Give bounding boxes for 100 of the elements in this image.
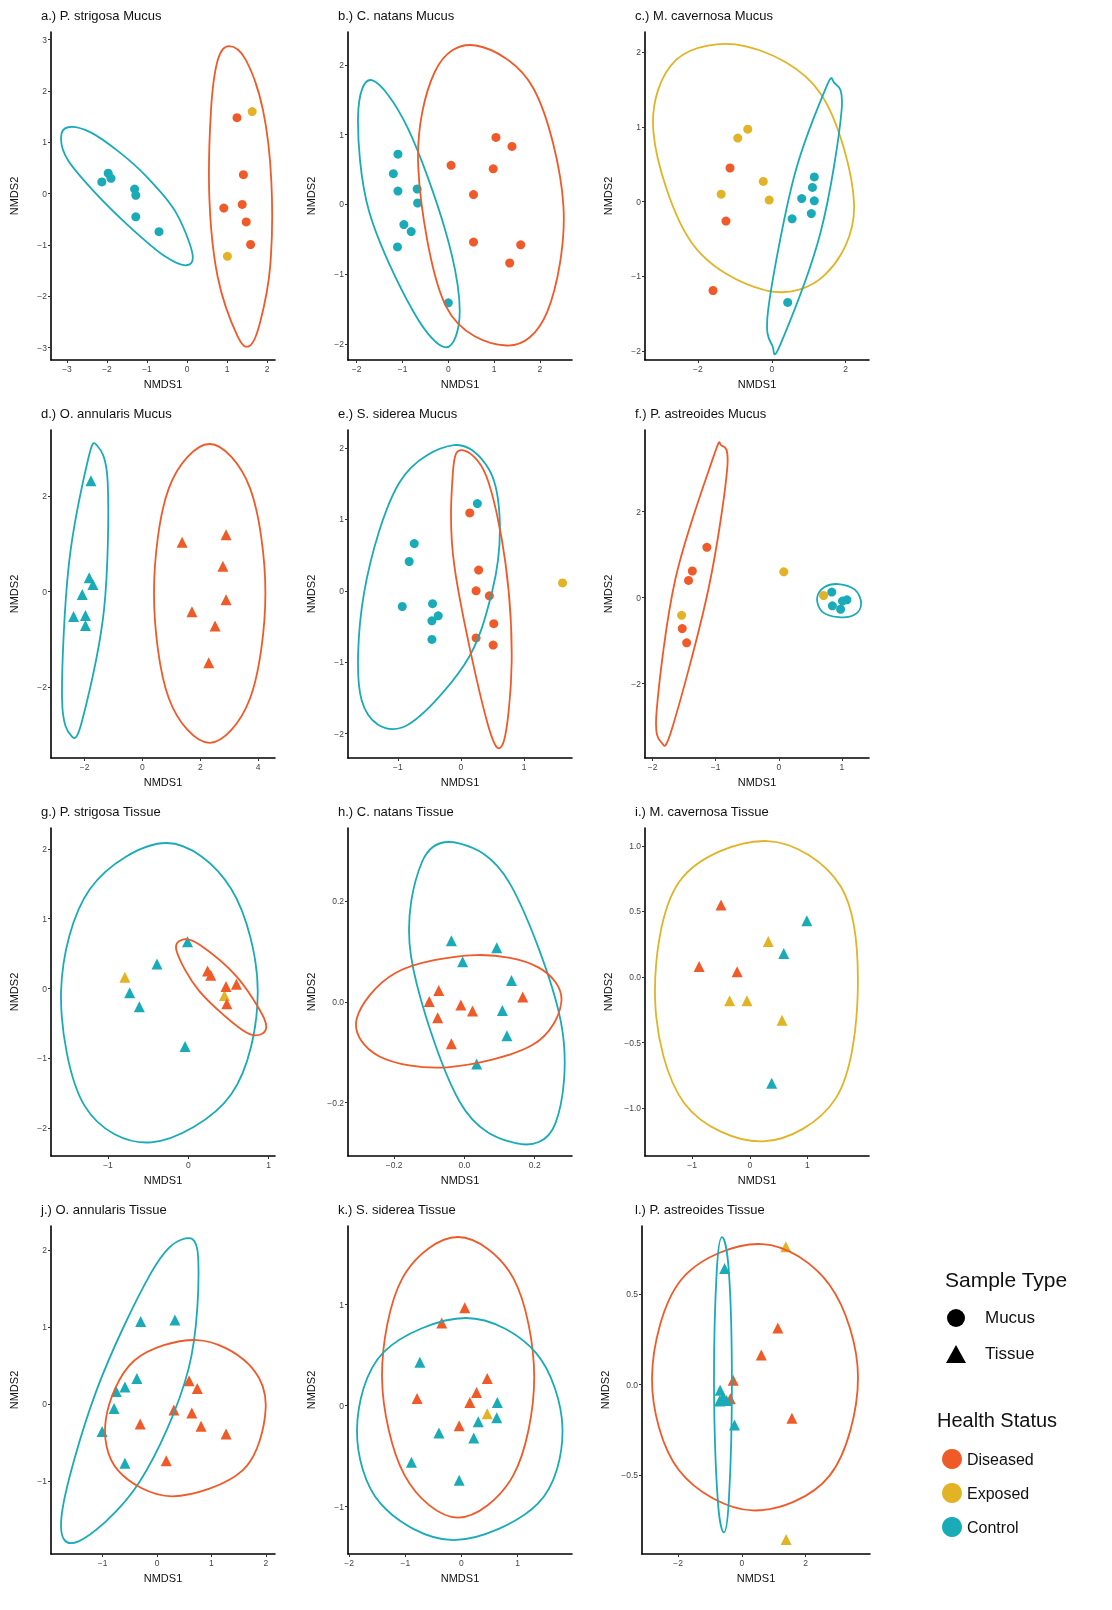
point xyxy=(151,958,163,970)
y-tick-label: 1 xyxy=(42,913,48,924)
chart-title: a.) P. strigosa Mucus xyxy=(41,8,162,23)
point xyxy=(133,1001,145,1013)
chart-title: f.) P. astreoides Mucus xyxy=(635,406,767,421)
point xyxy=(491,132,501,142)
point xyxy=(779,567,789,577)
x-tick-label: −2 xyxy=(351,363,362,374)
y-tick-label: 1 xyxy=(339,514,345,525)
point xyxy=(220,980,232,992)
point xyxy=(246,240,256,249)
x-axis-title: NMDS1 xyxy=(440,1571,480,1584)
y-tick-label: −3 xyxy=(37,342,48,353)
point xyxy=(708,286,718,296)
point xyxy=(806,209,816,219)
x-tick-label: −3 xyxy=(62,363,73,374)
point xyxy=(433,1427,445,1439)
y-tick-label: −1 xyxy=(37,1053,48,1064)
point xyxy=(414,1356,426,1368)
point xyxy=(181,936,193,948)
x-tick-label: 2 xyxy=(197,761,203,772)
point xyxy=(677,624,687,634)
point xyxy=(131,1372,143,1384)
point xyxy=(786,1412,798,1424)
x-tick-label: 0 xyxy=(459,1557,465,1568)
y-tick-label: 1 xyxy=(339,129,345,140)
point xyxy=(464,1397,476,1409)
point xyxy=(496,1005,508,1017)
point xyxy=(427,634,437,644)
point xyxy=(807,182,817,192)
point xyxy=(445,1038,457,1050)
point xyxy=(809,172,819,182)
point xyxy=(399,220,409,230)
y-tick-label: 2 xyxy=(339,59,345,70)
x-axis-title: NMDS1 xyxy=(736,1571,776,1584)
point xyxy=(716,189,726,199)
chart-title: l.) P. astreoides Tissue xyxy=(635,1202,765,1217)
y-axis-title: NMDS2 xyxy=(601,972,614,1012)
point xyxy=(505,258,515,268)
point xyxy=(743,124,753,134)
point xyxy=(169,1314,181,1326)
point xyxy=(411,1393,423,1405)
y-tick-label: −2 xyxy=(37,1123,48,1134)
y-tick-label: 0 xyxy=(636,196,642,207)
x-tick-label: 0 xyxy=(185,1159,191,1170)
x-tick-label: −1 xyxy=(103,1159,114,1170)
y-tick-label: 3 xyxy=(42,34,48,45)
point xyxy=(85,475,97,487)
y-axis-title: NMDS2 xyxy=(598,1370,611,1410)
x-axis-title: NMDS1 xyxy=(737,377,777,390)
y-tick-label: −0.2 xyxy=(327,1097,345,1108)
x-tick-label: −1 xyxy=(97,1557,108,1568)
y-tick-label: −0.5 xyxy=(621,1469,639,1480)
y-tick-label: 0.0 xyxy=(332,997,345,1008)
y-tick-label: 1 xyxy=(42,1321,48,1332)
point xyxy=(682,638,692,648)
point xyxy=(409,539,419,549)
point xyxy=(780,1533,792,1545)
point xyxy=(719,1263,731,1275)
point xyxy=(558,578,568,588)
x-tick-label: −1 xyxy=(142,363,153,374)
point xyxy=(230,978,242,990)
x-tick-label: 0 xyxy=(445,363,451,374)
point xyxy=(481,1408,493,1420)
point xyxy=(471,586,481,596)
y-tick-label: 0 xyxy=(636,592,642,603)
y-tick-label: 1 xyxy=(636,121,642,132)
y-tick-label: −2 xyxy=(631,346,642,357)
point xyxy=(445,935,457,947)
x-tick-label: 2 xyxy=(843,363,849,374)
point xyxy=(135,1315,147,1327)
x-axis-title: NMDS1 xyxy=(737,1173,777,1186)
chart-title: g.) P. strigosa Tissue xyxy=(41,804,161,819)
point xyxy=(776,1014,788,1026)
y-tick-label: 0 xyxy=(339,585,345,596)
y-tick-label: 2 xyxy=(42,1244,48,1255)
point xyxy=(446,160,456,170)
point xyxy=(783,297,793,307)
text: Sample Type xyxy=(945,1268,1069,1292)
x-tick-label: 2 xyxy=(537,363,543,374)
x-tick-label: 0.2 xyxy=(528,1159,541,1170)
point xyxy=(491,942,503,954)
legend-label: Exposed xyxy=(967,1484,1030,1502)
y-axis-title: NMDS2 xyxy=(7,176,20,216)
point xyxy=(76,588,88,600)
y-tick-label: −2 xyxy=(334,338,345,349)
point xyxy=(507,141,517,151)
x-tick-label: 1 xyxy=(266,1159,272,1170)
x-tick-label: −1 xyxy=(400,1557,411,1568)
x-tick-label: −1 xyxy=(397,363,408,374)
point xyxy=(205,969,217,981)
y-tick-label: 0 xyxy=(42,586,48,597)
y-axis-title: NMDS2 xyxy=(7,972,20,1012)
point xyxy=(220,529,232,541)
point xyxy=(238,170,248,180)
point xyxy=(97,177,107,187)
y-tick-label: 1 xyxy=(339,1299,345,1310)
point xyxy=(79,620,91,632)
point xyxy=(468,1432,480,1444)
point xyxy=(702,542,712,552)
